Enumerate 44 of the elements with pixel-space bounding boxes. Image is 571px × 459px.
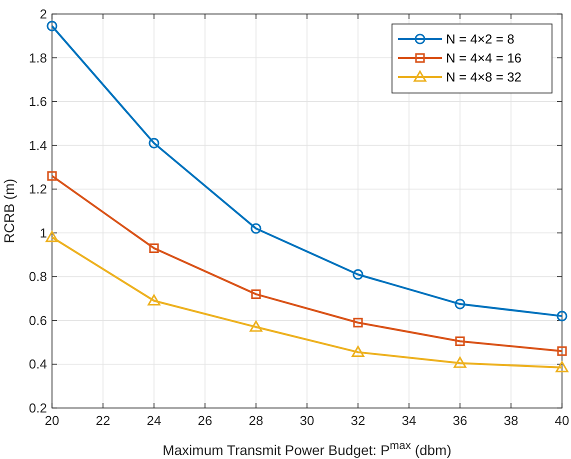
x-tick-label: 34 [402, 413, 416, 428]
point [557, 346, 567, 356]
point [46, 230, 58, 242]
y-tick-label: 0.6 [28, 312, 47, 328]
point [455, 336, 465, 346]
x-tick-label: 30 [300, 413, 314, 428]
y-tick-label: 1.8 [28, 50, 47, 66]
x-tick-label: 26 [198, 413, 212, 428]
point [250, 320, 262, 332]
point [352, 346, 364, 357]
y-tick-label: 1.2 [28, 182, 47, 197]
point [251, 289, 261, 299]
y-tick-label: 0.8 [28, 269, 47, 284]
point [454, 356, 466, 368]
x-tick-label: 40 [554, 413, 570, 428]
y-tick-label: 1.6 [28, 94, 47, 110]
y-tick-label: 2 [40, 6, 47, 22]
x-tick-label: 38 [504, 413, 518, 428]
y-tick-label: 0.2 [28, 400, 47, 416]
point [454, 298, 466, 310]
legend-label: N = 4×8 = 32 [446, 70, 522, 84]
x-tick-label: 22 [96, 413, 110, 428]
x-tick-label: 20 [44, 413, 60, 428]
point [353, 318, 363, 328]
x-tick-label: 36 [452, 413, 468, 428]
y-tick-label: 1 [40, 225, 47, 240]
legend-label: N = 4×4 = 16 [446, 50, 522, 66]
point [47, 171, 57, 181]
point [556, 310, 568, 322]
point [46, 20, 58, 32]
y-tick-label: 0.4 [28, 356, 47, 372]
x-tick-label: 32 [350, 413, 366, 428]
x-tick-label: 28 [248, 413, 264, 428]
point [250, 223, 262, 234]
point [148, 138, 160, 148]
point [149, 243, 159, 254]
point [556, 361, 568, 372]
y-axis-title: RCRB (m) [1, 178, 17, 244]
y-tick-label: 1.4 [28, 138, 47, 153]
x-tick-label: 24 [146, 413, 162, 428]
point [148, 294, 160, 306]
x-axis-title: Maximum Transmit Power Budget: P$^{max}$ (dbm) [162, 440, 452, 458]
legend-label: N = 4×2 = 8 [446, 32, 514, 46]
point [352, 269, 364, 280]
